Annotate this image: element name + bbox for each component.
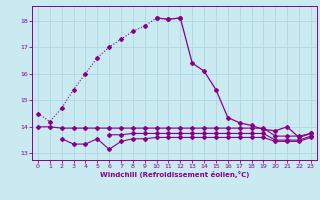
X-axis label: Windchill (Refroidissement éolien,°C): Windchill (Refroidissement éolien,°C) bbox=[100, 171, 249, 178]
